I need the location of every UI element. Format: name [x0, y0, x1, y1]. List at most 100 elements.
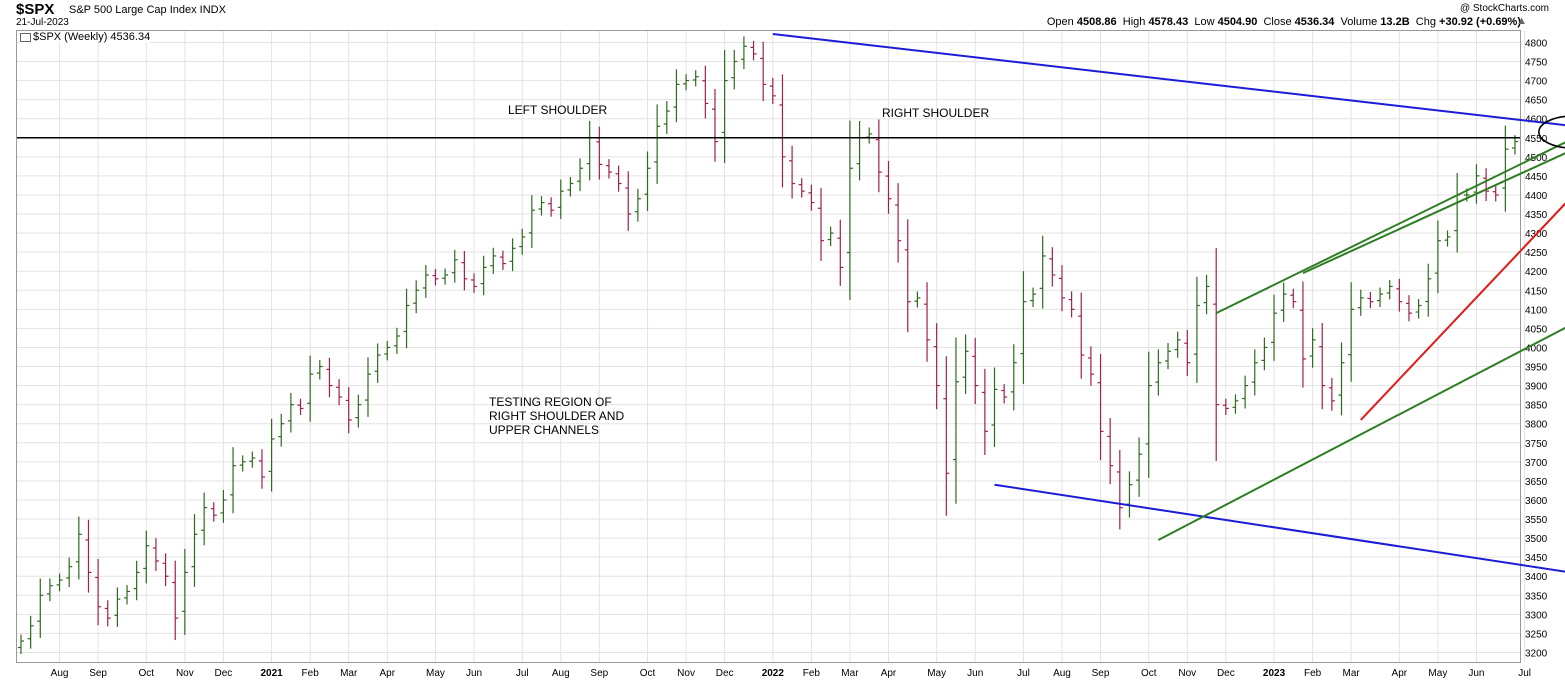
x-tick-label: Oct	[1141, 668, 1157, 679]
low-label: Low	[1194, 16, 1215, 28]
ohlc-bar	[885, 161, 892, 214]
ohlc-bar	[1492, 185, 1499, 202]
ohlc-bar	[230, 447, 237, 514]
ohlc-bar	[1126, 471, 1133, 518]
collapse-arrow-icon[interactable]: ▲	[1516, 15, 1527, 27]
ohlc-bar	[239, 455, 246, 472]
ohlc-bar	[1251, 349, 1258, 396]
ohlc-bar	[1155, 349, 1162, 396]
ohlc-bar	[702, 65, 709, 119]
y-tick-label: 3550	[1525, 515, 1548, 526]
y-tick-label: 3250	[1525, 629, 1548, 640]
ohlc-bar	[1473, 164, 1480, 204]
brand-label: @ StockCharts.com	[1459, 3, 1549, 14]
ohlc-bar	[471, 273, 478, 293]
ohlc-bar	[297, 398, 304, 415]
ohlc-readout: Open 4508.86 High 4578.43 Low 4504.90 Cl…	[1047, 16, 1521, 28]
ohlc-bar	[181, 548, 188, 635]
green-lower-line	[1157, 326, 1565, 541]
ohlc-bar	[432, 269, 439, 286]
x-tick-label: Aug	[552, 668, 570, 679]
left-shoulder-annotation: LEFT SHOULDER	[508, 103, 608, 117]
ohlc-bar	[143, 530, 150, 584]
y-tick-label: 4050	[1525, 324, 1548, 335]
ohlc-bar	[615, 165, 622, 192]
ohlc-bar	[480, 255, 487, 296]
ohlc-bar	[1261, 337, 1268, 371]
y-tick-label: 4550	[1525, 134, 1548, 145]
ohlc-bar	[586, 120, 593, 181]
ohlc-bar	[808, 184, 815, 211]
ohlc-bar	[268, 418, 275, 492]
ohlc-bar	[789, 145, 796, 199]
ohlc-bar	[1039, 235, 1046, 309]
x-tick-label: Jun	[967, 668, 983, 679]
ohlc-bar	[210, 502, 217, 522]
close-label: Close	[1263, 16, 1292, 28]
x-tick-label: Oct	[139, 668, 155, 679]
x-tick-label: Mar	[340, 668, 358, 679]
chart-date: 21-Jul-2023	[16, 17, 69, 28]
ohlc-bar	[56, 573, 63, 592]
ohlc-bar	[846, 120, 853, 301]
open-label: Open	[1046, 16, 1074, 28]
x-tick-label: Jul	[1017, 668, 1030, 679]
ohlc-bar	[1434, 220, 1441, 294]
y-tick-label: 3500	[1525, 534, 1548, 545]
ohlc-bar	[345, 387, 352, 434]
y-tick-label: 4700	[1525, 77, 1548, 88]
x-tick-label: Mar	[1343, 668, 1361, 679]
y-tick-label: 4100	[1525, 305, 1548, 316]
ohlc-bar	[172, 560, 179, 641]
y-tick-label: 4800	[1525, 38, 1548, 49]
open-value: 4508.86	[1076, 16, 1117, 28]
x-tick-label: Aug	[1053, 668, 1071, 679]
x-tick-label: Aug	[51, 668, 69, 679]
x-tick-label: Mar	[841, 668, 859, 679]
y-tick-label: 3600	[1525, 496, 1548, 507]
x-tick-label: May	[426, 668, 445, 679]
ohlc-bar	[336, 379, 343, 406]
x-tick-label: Sep	[590, 668, 608, 679]
ohlc-bar	[1203, 274, 1210, 315]
ohlc-bar	[1299, 281, 1306, 388]
x-tick-label: Jul	[1518, 668, 1531, 679]
ohlc-bar	[548, 197, 555, 217]
ohlc-bar	[1030, 287, 1037, 308]
ohlc-bar	[1116, 450, 1123, 530]
x-tick-label: Sep	[89, 668, 107, 679]
right-shoulder-annotation: RIGHT SHOULDER	[882, 106, 990, 120]
ohlc-bar	[577, 158, 584, 192]
ohlc-bar	[875, 119, 882, 193]
x-tick-label: Feb	[302, 668, 320, 679]
ohlc-bar	[692, 70, 699, 87]
ohlc-bar	[1068, 291, 1075, 318]
ohlc-bar	[355, 394, 362, 428]
ohlc-bar	[1001, 384, 1008, 404]
chart-header: $SPX S&P 500 Large Cap Index INDX 21-Jul…	[0, 0, 1565, 30]
ohlc-bar	[1058, 265, 1065, 312]
y-tick-label: 4400	[1525, 191, 1548, 202]
ohlc-bar	[634, 188, 641, 222]
ohlc-bar	[1020, 271, 1027, 385]
ohlc-bar	[914, 291, 921, 308]
ohlc-bar	[499, 250, 506, 271]
ohlc-bar	[75, 516, 82, 580]
ohlc-bar	[85, 519, 92, 593]
ohlc-bar	[654, 104, 661, 184]
ohlc-bar	[1232, 394, 1239, 414]
ohlc-bar	[798, 178, 805, 198]
y-tick-label: 3650	[1525, 477, 1548, 488]
ohlc-bar	[711, 88, 718, 162]
y-tick-label: 3900	[1525, 382, 1548, 393]
ohlc-bar	[1193, 276, 1200, 383]
x-tick-label: Jun	[466, 668, 482, 679]
ohlc-bar	[1078, 292, 1085, 379]
volume-label: Volume	[1340, 16, 1378, 28]
ohlc-bar	[461, 250, 468, 291]
x-tick-label: Feb	[1304, 668, 1322, 679]
ohlc-bar	[393, 327, 400, 354]
ohlc-bar	[413, 280, 420, 314]
ohlc-bar	[1415, 299, 1422, 319]
ohlc-bar	[258, 449, 265, 489]
